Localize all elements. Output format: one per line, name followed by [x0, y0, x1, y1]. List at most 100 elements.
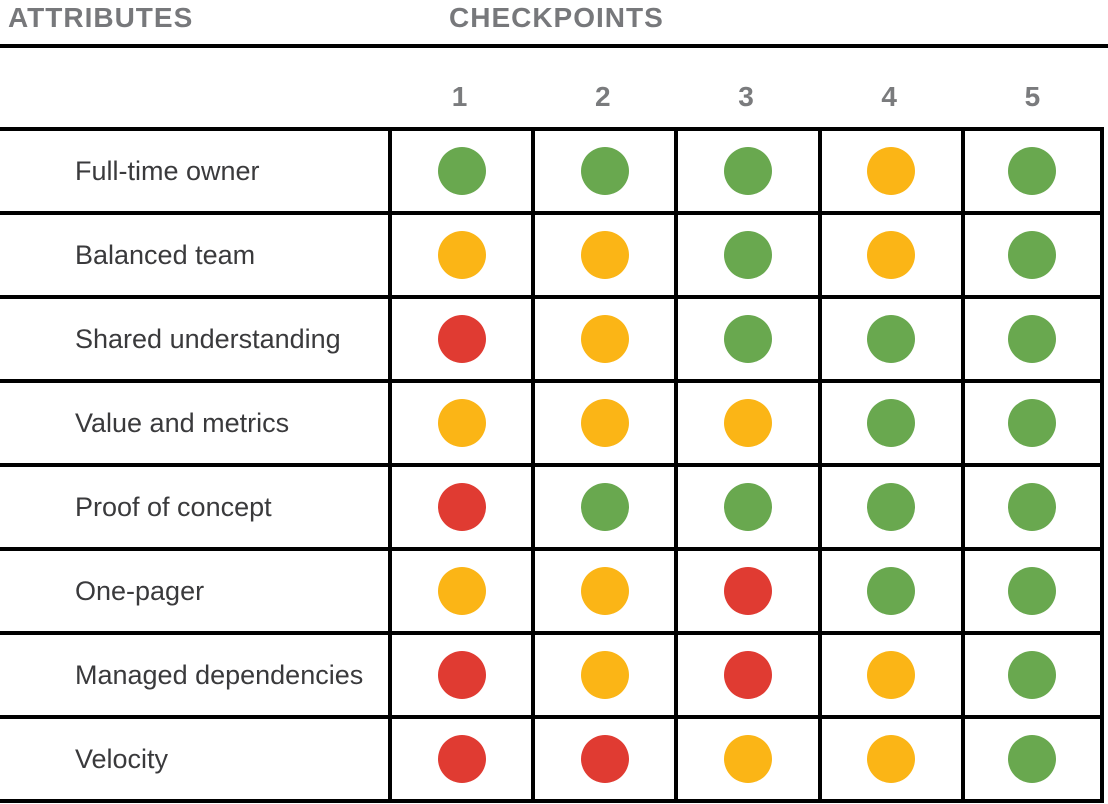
status-cell [674, 299, 817, 379]
status-dot-green [437, 147, 486, 195]
status-dot-yellow [867, 651, 916, 699]
status-cell [388, 551, 531, 631]
status-cell [388, 635, 531, 715]
status-dot-green [723, 147, 772, 195]
checkpoint-number: 1 [451, 80, 468, 112]
status-dot-yellow [867, 231, 916, 279]
status-dot-green [723, 315, 772, 363]
status-cell [674, 383, 817, 463]
table-row: One-pager [0, 547, 1104, 631]
status-cell [388, 467, 531, 547]
status-cell [674, 215, 817, 295]
status-dot-green [580, 147, 629, 195]
header-divider [0, 44, 1108, 48]
status-cell [960, 551, 1104, 631]
status-cell [817, 131, 961, 211]
status-cell [817, 719, 961, 799]
status-dot-red [580, 735, 629, 783]
status-dot-red [437, 735, 486, 783]
status-dot-yellow [580, 567, 629, 615]
status-cell [960, 467, 1104, 547]
status-cell [817, 635, 961, 715]
status-dot-yellow [580, 315, 629, 363]
status-cell [531, 635, 674, 715]
status-dot-green [867, 315, 916, 363]
status-cell [531, 467, 674, 547]
status-cell [817, 467, 961, 547]
status-dot-yellow [723, 735, 772, 783]
attribute-label: Managed dependencies [75, 659, 364, 690]
numbers-row-spacer [0, 48, 388, 127]
status-dot-green [867, 483, 916, 531]
status-cell [674, 551, 817, 631]
attribute-label: Velocity [75, 743, 169, 774]
status-cell [674, 131, 817, 211]
status-dot-yellow [437, 399, 486, 447]
status-dot-green [723, 231, 772, 279]
status-cell [817, 215, 961, 295]
table-row: Managed dependencies [0, 631, 1104, 715]
status-dot-yellow [580, 399, 629, 447]
status-cell [531, 131, 674, 211]
table-row: Velocity [0, 715, 1104, 799]
status-dot-green [723, 483, 772, 531]
status-dot-green [580, 483, 629, 531]
status-dot-green [1008, 231, 1057, 279]
status-cell [388, 215, 531, 295]
table-row: Balanced team [0, 211, 1104, 295]
attribute-label: Value and metrics [75, 407, 290, 438]
checkpoint-number: 4 [881, 80, 897, 112]
status-dot-yellow [867, 735, 916, 783]
status-cell [960, 719, 1104, 799]
status-dot-green [1008, 651, 1057, 699]
attribute-label: Proof of concept [75, 491, 272, 522]
status-cell [674, 635, 817, 715]
status-cell [960, 299, 1104, 379]
attribute-label: Balanced team [75, 239, 256, 270]
attributes-header: ATTRIBUTES [8, 2, 194, 33]
table-row: Shared understanding [0, 295, 1104, 379]
status-cell [388, 299, 531, 379]
checkpoint-number: 5 [1024, 80, 1041, 112]
status-dot-red [723, 567, 772, 615]
status-cell [960, 215, 1104, 295]
status-cell [388, 131, 531, 211]
status-cell [674, 719, 817, 799]
status-dot-yellow [437, 567, 486, 615]
status-cell [531, 215, 674, 295]
status-cell [817, 383, 961, 463]
status-dot-green [1008, 315, 1057, 363]
status-dot-green [867, 567, 916, 615]
status-cell [817, 551, 961, 631]
table-row: Proof of concept [0, 463, 1104, 547]
status-dot-yellow [867, 147, 916, 195]
status-cell [960, 635, 1104, 715]
checkpoints-header: CHECKPOINTS [449, 2, 664, 33]
status-dot-yellow [580, 651, 629, 699]
status-dot-green [867, 399, 916, 447]
status-cell [388, 383, 531, 463]
checkpoint-numbers-row: 1 2 3 4 5 [0, 48, 1104, 127]
table-row: Value and metrics [0, 379, 1104, 463]
status-cell [817, 299, 961, 379]
status-cell [674, 467, 817, 547]
status-dot-red [437, 651, 486, 699]
attribute-label: Shared understanding [75, 323, 341, 354]
status-cell [960, 131, 1104, 211]
status-dot-red [723, 651, 772, 699]
status-dot-green [1008, 399, 1057, 447]
status-cell [531, 551, 674, 631]
status-cell [960, 383, 1104, 463]
status-table-body: Full-time owner Balanced team Shared und… [0, 127, 1104, 803]
status-dot-red [437, 483, 486, 531]
status-dot-yellow [580, 231, 629, 279]
attribute-label: Full-time owner [75, 155, 260, 186]
status-dot-green [1008, 147, 1057, 195]
checkpoint-number: 2 [595, 80, 611, 112]
status-dot-yellow [723, 399, 772, 447]
status-cell [388, 719, 531, 799]
status-dot-green [1008, 735, 1057, 783]
status-dot-green [1008, 483, 1057, 531]
attribute-label: One-pager [75, 575, 205, 606]
